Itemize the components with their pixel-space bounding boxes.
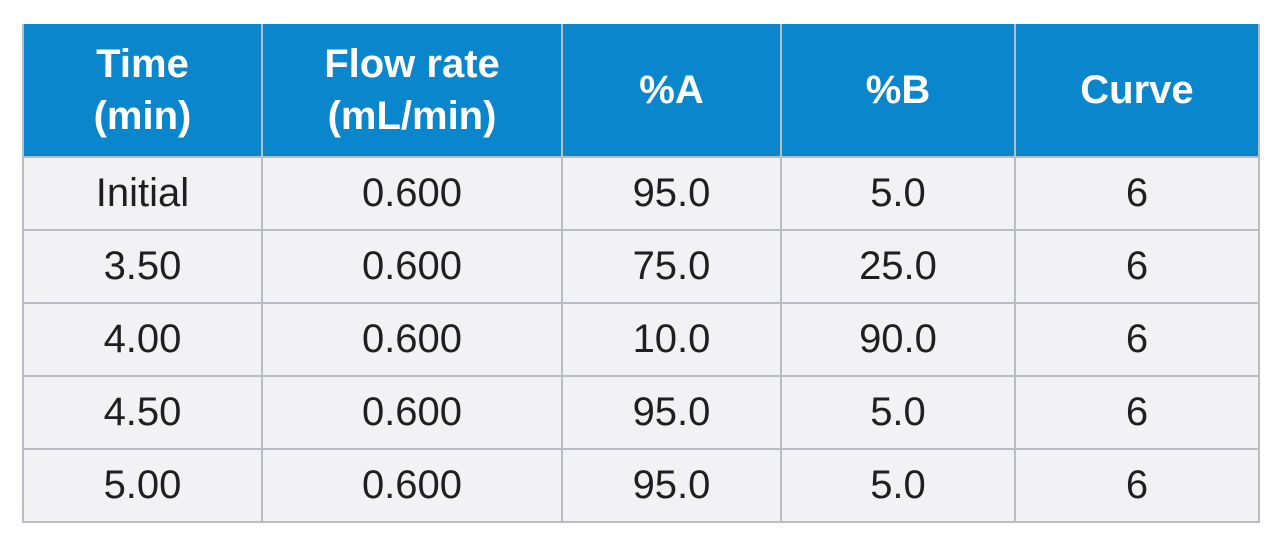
cell-flow-rate: 0.600	[261, 302, 563, 377]
header-curve-label: Curve	[1080, 68, 1194, 112]
table-header: Time (min) Flow rate (mL/min) %A %B Curv…	[22, 24, 1260, 158]
table-row: 4.00 0.600 10.0 90.0 6	[22, 302, 1260, 377]
cell-percent-a: 95.0	[561, 156, 782, 231]
cell-flow-rate: 0.600	[261, 375, 563, 450]
cell-curve: 6	[1014, 375, 1260, 450]
header-percent-b: %B	[780, 24, 1016, 158]
cell-flow-rate: 0.600	[261, 448, 563, 523]
cell-curve: 6	[1014, 229, 1260, 304]
header-time: Time (min)	[22, 24, 263, 158]
table-row: Initial 0.600 95.0 5.0 6	[22, 156, 1260, 231]
cell-percent-a: 75.0	[561, 229, 782, 304]
table-row: 4.50 0.600 95.0 5.0 6	[22, 375, 1260, 450]
cell-time: 4.50	[22, 375, 263, 450]
cell-percent-b: 5.0	[780, 375, 1016, 450]
header-percent-a-label: %A	[639, 68, 704, 112]
header-percent-a: %A	[561, 24, 782, 158]
gradient-table: Time (min) Flow rate (mL/min) %A %B Curv…	[22, 24, 1260, 523]
cell-percent-a: 10.0	[561, 302, 782, 377]
cell-time: Initial	[22, 156, 263, 231]
cell-percent-a: 95.0	[561, 448, 782, 523]
table-row: 3.50 0.600 75.0 25.0 6	[22, 229, 1260, 304]
header-row: Time (min) Flow rate (mL/min) %A %B Curv…	[22, 24, 1260, 158]
cell-curve: 6	[1014, 448, 1260, 523]
cell-percent-b: 90.0	[780, 302, 1016, 377]
cell-curve: 6	[1014, 156, 1260, 231]
cell-time: 5.00	[22, 448, 263, 523]
cell-percent-a: 95.0	[561, 375, 782, 450]
header-flow-rate-label: Flow rate	[324, 42, 500, 86]
cell-percent-b: 5.0	[780, 156, 1016, 231]
table-body: Initial 0.600 95.0 5.0 6 3.50 0.600 75.0…	[22, 156, 1260, 523]
header-curve: Curve	[1014, 24, 1260, 158]
header-time-unit: (min)	[93, 94, 192, 138]
table-row: 5.00 0.600 95.0 5.0 6	[22, 448, 1260, 523]
cell-curve: 6	[1014, 302, 1260, 377]
header-flow-rate: Flow rate (mL/min)	[261, 24, 563, 158]
cell-percent-b: 5.0	[780, 448, 1016, 523]
cell-flow-rate: 0.600	[261, 156, 563, 231]
header-flow-rate-unit: (mL/min)	[327, 94, 497, 138]
cell-time: 3.50	[22, 229, 263, 304]
gradient-table-container: Time (min) Flow rate (mL/min) %A %B Curv…	[22, 24, 1260, 523]
cell-flow-rate: 0.600	[261, 229, 563, 304]
cell-percent-b: 25.0	[780, 229, 1016, 304]
cell-time: 4.00	[22, 302, 263, 377]
header-percent-b-label: %B	[865, 68, 931, 112]
header-time-label: Time	[96, 42, 189, 86]
